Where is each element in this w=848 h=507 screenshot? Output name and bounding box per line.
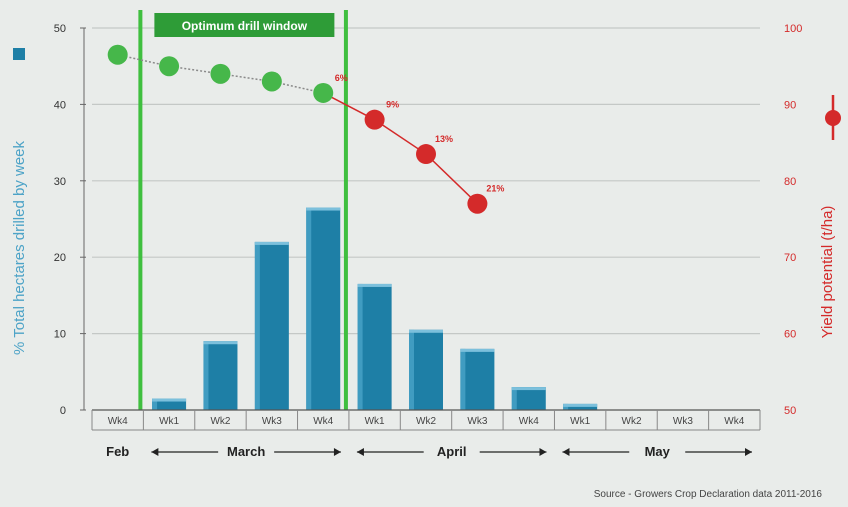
bar-top bbox=[306, 207, 341, 211]
month-label: April bbox=[437, 444, 467, 459]
x-tick-label: Wk2 bbox=[210, 416, 230, 427]
bars bbox=[152, 207, 598, 410]
month-arrowhead-left bbox=[562, 448, 570, 456]
right-tick-label: 60 bbox=[784, 329, 796, 341]
yield-point bbox=[364, 109, 385, 130]
left-tick-label: 0 bbox=[60, 405, 66, 417]
yield-point bbox=[313, 82, 334, 103]
axes: 0 50 10 60 20 70 30 80 40 90 50 100 Wk4 Wk1 Wk2 Wk3 Wk4 W… bbox=[54, 23, 803, 459]
yield-loss-label: 13% bbox=[435, 134, 453, 144]
yield-line-red-segment bbox=[322, 92, 478, 205]
month-label: Feb bbox=[106, 444, 129, 459]
bar-top bbox=[563, 403, 598, 407]
month-arrowhead-left bbox=[151, 448, 159, 456]
yield-point bbox=[416, 144, 436, 165]
month-arrowhead-left bbox=[356, 448, 364, 456]
right-tick-label: 90 bbox=[784, 99, 796, 111]
window-label: Optimum drill window bbox=[182, 19, 308, 33]
x-tick-label: Wk3 bbox=[262, 416, 282, 427]
left-tick-label: 20 bbox=[54, 252, 66, 264]
bar bbox=[409, 329, 443, 410]
left-tick-label: 40 bbox=[54, 99, 66, 111]
month-arrowhead-right bbox=[745, 448, 752, 456]
yield-point bbox=[107, 44, 128, 65]
right-tick-label: 100 bbox=[784, 23, 802, 35]
source-note: Source - Growers Crop Declaration data 2… bbox=[594, 489, 823, 500]
yield-loss-label: 21% bbox=[486, 184, 504, 194]
yield-loss-label: 9% bbox=[386, 100, 399, 110]
bar-top bbox=[409, 329, 443, 333]
left-tick-label: 30 bbox=[54, 176, 66, 188]
bar-highlight bbox=[511, 387, 517, 410]
right-tick-label: 80 bbox=[784, 176, 796, 188]
right-axis-label: Yield potential (t/ha) bbox=[819, 206, 836, 339]
bar bbox=[152, 398, 187, 410]
bar bbox=[306, 207, 341, 410]
yield-point bbox=[261, 71, 282, 92]
right-legend-marker bbox=[825, 95, 841, 140]
right-tick-label: 50 bbox=[784, 405, 796, 417]
x-tick-label: Wk3 bbox=[467, 416, 487, 427]
bar bbox=[254, 241, 289, 410]
month-label: May bbox=[645, 444, 671, 459]
right-tick-label: 70 bbox=[784, 252, 796, 264]
left-tick-label: 50 bbox=[54, 23, 66, 35]
bar bbox=[460, 348, 495, 410]
yield-loss-label: 6% bbox=[335, 73, 348, 83]
x-tick-label: Wk2 bbox=[622, 416, 642, 427]
bar-highlight bbox=[563, 403, 569, 410]
yield-point bbox=[210, 63, 231, 84]
bar-top bbox=[511, 387, 546, 391]
month-label: March bbox=[227, 444, 265, 459]
bar-highlight bbox=[152, 398, 158, 410]
yield-point bbox=[159, 56, 180, 77]
month-arrowhead-right bbox=[539, 448, 547, 456]
bar bbox=[511, 387, 546, 410]
left-legend-swatch bbox=[13, 48, 25, 60]
window-label-box bbox=[154, 13, 335, 37]
yield-line: 6% 9% 13% 21% bbox=[107, 44, 504, 214]
bar-highlight bbox=[460, 348, 466, 410]
bar-top bbox=[203, 341, 238, 345]
x-tick-label: Wk3 bbox=[673, 416, 693, 427]
bar bbox=[563, 403, 598, 410]
x-tick-label: Wk1 bbox=[365, 416, 385, 427]
bar-highlight bbox=[203, 341, 209, 410]
bar-highlight bbox=[254, 241, 260, 410]
x-tick-label: Wk4 bbox=[724, 416, 744, 427]
x-tick-label: Wk4 bbox=[313, 416, 333, 427]
bar-top bbox=[254, 241, 289, 245]
bar bbox=[203, 341, 238, 410]
x-tick-label: Wk4 bbox=[108, 416, 128, 427]
bar-highlight bbox=[357, 283, 363, 410]
bar bbox=[357, 283, 392, 410]
bar-highlight bbox=[306, 207, 312, 410]
left-tick-label: 10 bbox=[54, 329, 66, 341]
bar-top bbox=[357, 283, 392, 287]
x-tick-label: Wk2 bbox=[416, 416, 436, 427]
bar-top bbox=[460, 348, 495, 352]
bar-highlight bbox=[409, 329, 414, 410]
x-tick-label: Wk4 bbox=[519, 416, 539, 427]
yield-point bbox=[467, 193, 488, 214]
drill-window: Optimum drill window bbox=[138, 10, 348, 410]
left-axis-label: % Total hectares drilled by week bbox=[11, 141, 28, 355]
x-tick-label: Wk1 bbox=[159, 416, 179, 427]
x-tick-label: Wk1 bbox=[570, 416, 590, 427]
bar-top bbox=[152, 398, 187, 402]
month-arrowhead-right bbox=[333, 448, 341, 456]
